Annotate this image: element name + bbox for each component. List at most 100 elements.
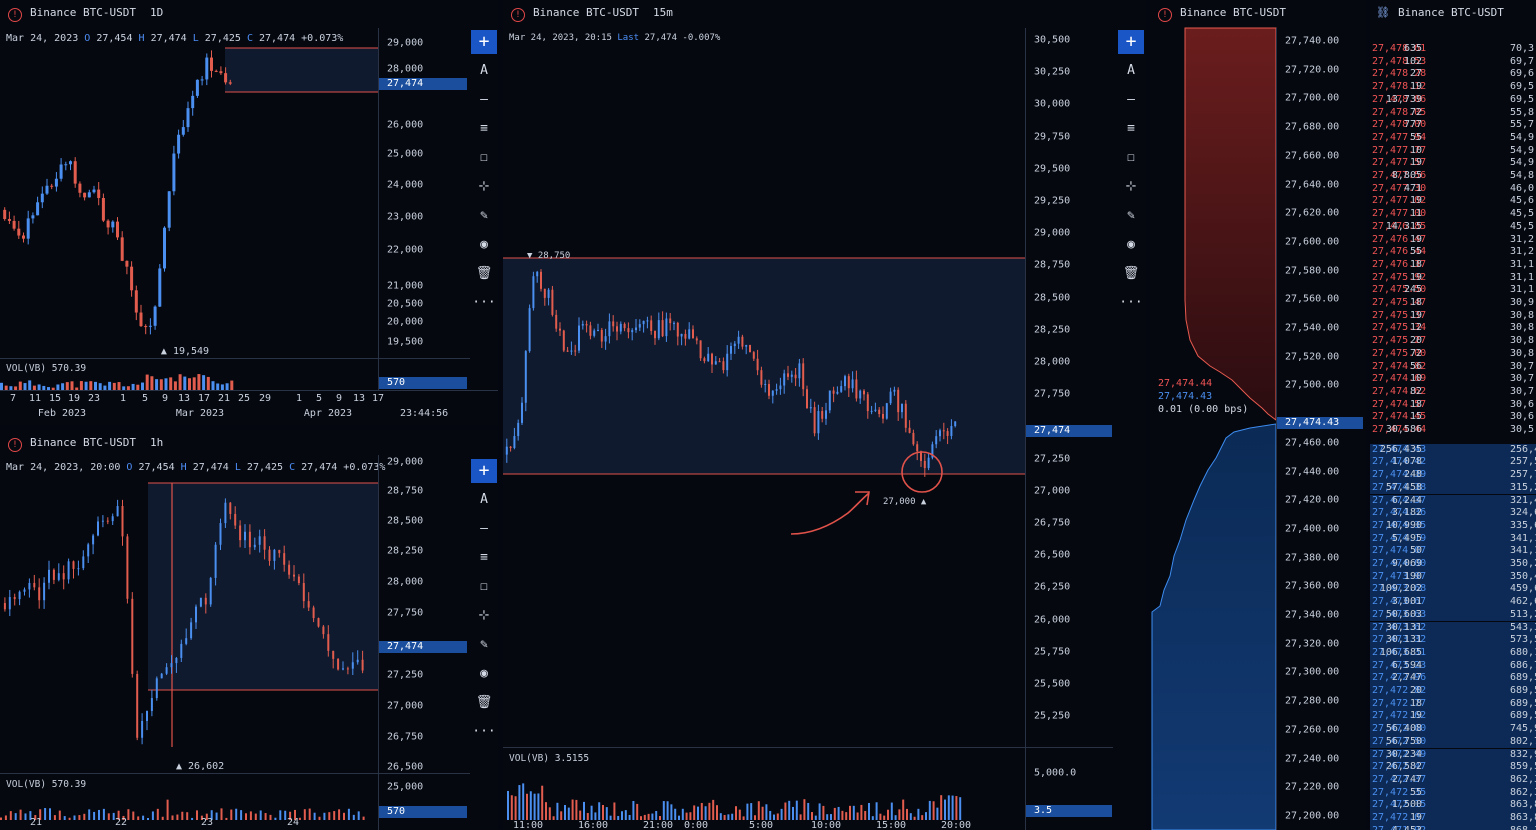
price-chart-15m[interactable]: ▼ 28,750 27,000 ▲ [503, 30, 1025, 746]
ask-row[interactable]: 27,475.34 12 30,8 [1370, 322, 1536, 335]
timeframe-label[interactable]: 15m [652, 6, 673, 19]
time-axis-15m[interactable]: 11:00 16:00 21:00 0:00 5:00 10:00 15:00 20:00 [503, 820, 1025, 830]
trash-icon[interactable]: 🗑 [475, 266, 493, 281]
ask-row[interactable]: 27,476.37 18 31,1 [1370, 259, 1536, 272]
warning-icon[interactable]: ! [8, 438, 22, 452]
horizontal-lines-icon[interactable]: ≡ [480, 550, 488, 565]
warning-icon[interactable]: ! [1158, 8, 1172, 22]
chart-panel-15m[interactable]: ! Binance BTC-USDT 15m Mar 24, 2023, 20:15… [503, 0, 1146, 830]
depth-chart[interactable] [1150, 0, 1278, 830]
chart-panel-1d[interactable]: ! Binance BTC-USDT 1D Mar 24, 2023 O 27,45… [0, 0, 498, 425]
depth-price-axis[interactable]: 27,740.00 27,720.00 27,700.00 27,680.00 27,6… [1276, 28, 1366, 830]
measure-icon[interactable]: ⊹ [478, 179, 490, 194]
ask-row[interactable]: 27,478.28 27 69,6 [1370, 68, 1536, 81]
bid-row[interactable]: 27,474.363,182 324,6 [1370, 507, 1536, 520]
bid-row[interactable]: 27,473.236,594 686,7 [1370, 659, 1536, 673]
trash-icon[interactable]: 🗑 [475, 695, 493, 710]
eye-icon[interactable]: ◉ [1127, 237, 1135, 252]
plus-icon[interactable]: + [1118, 30, 1144, 54]
ask-row[interactable]: 27,474.44 30,586 30,5 [1370, 424, 1536, 437]
rectangle-icon[interactable]: ☐ [480, 150, 488, 165]
ask-row[interactable]: 27,476.44 55 31,2 [1370, 246, 1536, 259]
trash-icon[interactable]: 🗑 [1122, 266, 1140, 281]
warning-icon[interactable]: ! [8, 8, 22, 22]
link-icon[interactable]: ⛓ [1376, 6, 1390, 19]
plus-icon[interactable]: + [471, 30, 497, 54]
order-book-list[interactable]: 27,478.61 635 70,3 27,478.53 102 69,7 27,478.2… [1370, 43, 1536, 830]
order-book-panel[interactable]: ⛓ Binance BTC-USDT 27,478.61 635 70,3 27,478… [1370, 0, 1536, 830]
drawing-toolbar[interactable]: + A – ≡ ☐ ⊹ ✎ ◉ 🗑 ··· [471, 459, 497, 749]
ask-row[interactable]: 27,474.45 15 30,6 [1370, 411, 1536, 424]
brush-icon[interactable]: ✎ [1127, 208, 1135, 223]
horizontal-line-icon[interactable]: – [1127, 92, 1135, 107]
ask-row[interactable]: 27,477.77 10 54,9 [1370, 145, 1536, 158]
ask-row[interactable]: 27,475.50 245 31,1 [1370, 284, 1536, 297]
ask-row[interactable]: 27,475.27 20 30,8 [1370, 335, 1536, 348]
ask-row[interactable]: 27,477.30 471 46,0 [1370, 183, 1536, 196]
ask-row[interactable]: 27,477.56 8,805 54,8 [1370, 170, 1536, 183]
ask-row[interactable]: 27,477.02 19 45,6 [1370, 195, 1536, 208]
price-chart-1h[interactable]: ▲ 26,602 [0, 475, 378, 770]
ask-row[interactable]: 27,474.69 10 30,7 [1370, 373, 1536, 386]
eye-icon[interactable]: ◉ [480, 237, 488, 252]
price-chart-1d[interactable] [0, 30, 378, 360]
price-axis-1h[interactable]: 29,000 28,750 28,500 28,250 28,000 27,750 27,2… [378, 455, 471, 830]
ask-row[interactable]: 27,474.82 56 30,7 [1370, 361, 1536, 374]
ask-row[interactable]: 27,474.62 82 30,7 [1370, 386, 1536, 399]
plus-icon[interactable]: + [471, 459, 497, 483]
depth-chart-panel[interactable]: ! Binance BTC-USDT 27,474.44 27,474.43 0.… [1150, 0, 1366, 830]
eye-icon[interactable]: ◉ [480, 666, 488, 681]
price-axis-15m[interactable]: 30,500 30,250 30,000 29,750 29,500 29,250 29,0… [1025, 28, 1114, 830]
ask-row[interactable]: 27,476.47 19 31,2 [1370, 234, 1536, 247]
bid-row[interactable]: 27,474.195,495 341,1 [1370, 532, 1536, 546]
bid-row[interactable]: 27,474.376,244 321,4 [1370, 494, 1536, 508]
text-icon[interactable]: A [480, 63, 488, 78]
ask-row[interactable]: 27,478.12 19 69,5 [1370, 81, 1536, 94]
ask-row[interactable]: 27,477.57 19 54,9 [1370, 157, 1536, 170]
measure-icon[interactable]: ⊹ [478, 608, 490, 623]
brush-icon[interactable]: ✎ [480, 208, 488, 223]
rectangle-icon[interactable]: ☐ [1127, 150, 1135, 165]
bid-row[interactable]: 27,474.421,078 257,5 [1370, 456, 1536, 470]
ask-row[interactable]: 27,475.00 72 30,8 [1370, 348, 1536, 361]
ask-row[interactable]: 27,478.05 72 55,8 [1370, 107, 1536, 120]
horizontal-lines-icon[interactable]: ≡ [480, 121, 488, 136]
ask-row[interactable]: 27,475.37 19 30,8 [1370, 310, 1536, 323]
text-icon[interactable]: A [480, 492, 488, 507]
bid-row[interactable]: 27,473.673,001 462,6 [1370, 596, 1536, 609]
drawing-toolbar[interactable]: + A – ≡ ☐ ⊹ ✎ ◉ 🗑 ··· [471, 30, 497, 320]
bid-row[interactable]: 27,471.924,453 868,3 [1370, 824, 1536, 830]
price-axis-1d[interactable]: 29,000 28,000 26,000 25,000 24,000 23,000 22,0… [378, 28, 471, 390]
horizontal-line-icon[interactable]: – [480, 521, 488, 536]
ask-row[interactable]: 27,477.94 55 54,9 [1370, 132, 1536, 145]
ask-row[interactable]: 27,476.85 14,315 45,5 [1370, 221, 1536, 234]
timeframe-label[interactable]: 1h [149, 436, 164, 449]
bid-row[interactable]: 27,472.151,500 863,8 [1370, 799, 1536, 812]
time-axis-1d[interactable]: 7 11 15 19 23 1 5 9 13 17 21 25 29 1 5 9 13 17 Feb 2023 Mar… [0, 346, 384, 423]
time-axis-1h[interactable]: 21 22 23 24 [0, 817, 378, 830]
horizontal-lines-icon[interactable]: ≡ [1127, 121, 1135, 136]
ask-row[interactable]: 27,478.06 13,739 69,5 [1370, 94, 1536, 107]
ask-row[interactable]: 27,478.00 777 55,7 [1370, 119, 1536, 132]
ask-row[interactable]: 27,474.57 18 30,6 [1370, 399, 1536, 412]
more-icon[interactable]: ··· [472, 295, 496, 310]
chart-panel-1h[interactable]: ! Binance BTC-USDT 1h Mar 24, 2023, 20:00 … [0, 430, 498, 830]
rectangle-icon[interactable]: ☐ [480, 579, 488, 594]
warning-icon[interactable]: ! [511, 8, 525, 22]
bid-row[interactable]: 27,472.962,747 689,5 [1370, 672, 1536, 685]
text-icon[interactable]: A [1127, 63, 1135, 78]
